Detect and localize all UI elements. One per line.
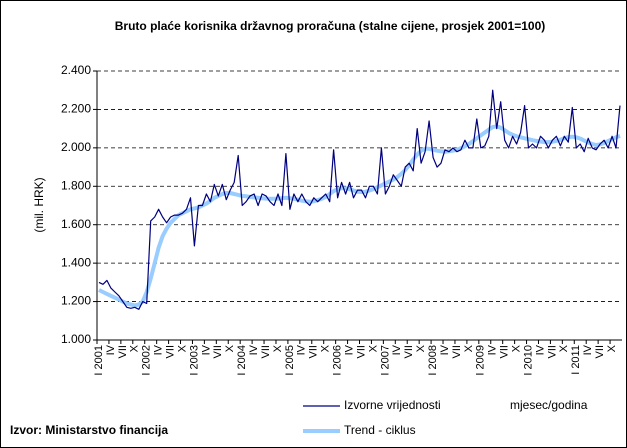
x-tick-label: X [606, 344, 618, 352]
x-tick-label: VII [260, 345, 272, 358]
x-tick-label: I 2002 [141, 345, 153, 376]
x-tick-label: IV [200, 344, 212, 355]
x-tick-label: X [558, 344, 570, 352]
x-tick-label: X [511, 344, 523, 352]
x-tick-label: X [415, 344, 427, 352]
x-tick-label: VII [355, 345, 367, 358]
x-tick-label: IV [582, 344, 594, 355]
x-tick-label: X [272, 344, 284, 352]
y-tick-label: 2.200 [61, 102, 91, 116]
legend-label: Trend - ciklus [344, 423, 416, 437]
x-tick-label: VII [164, 345, 176, 358]
series-line [98, 124, 621, 308]
x-tick-label: I 2005 [284, 345, 296, 376]
x-tick-label: X [463, 344, 475, 352]
x-tick-label: VII [403, 345, 415, 358]
x-tick-label: X [224, 344, 236, 352]
x-tick-label: IV [296, 344, 308, 355]
y-tick-label: 1.600 [61, 217, 91, 231]
x-tick-label: X [367, 344, 379, 352]
y-axis-label: (mil. HRK) [32, 177, 46, 232]
y-tick-label: 1.000 [61, 332, 91, 346]
y-tick-label: 1.400 [61, 255, 91, 269]
x-tick-label: I 2003 [188, 345, 200, 376]
x-tick-label: IV [391, 344, 403, 355]
x-tick-label: I 2008 [427, 345, 439, 376]
source-note: Izvor: Ministarstvo financija [10, 423, 168, 437]
x-tick-label: IV [248, 344, 260, 355]
y-tick-label: 2.400 [61, 63, 91, 77]
y-tick-label: 1.200 [61, 294, 91, 308]
x-tick-label: VII [117, 345, 129, 358]
x-tick-label: VII [451, 345, 463, 358]
x-tick-label: X [129, 344, 141, 352]
x-tick-label: I 2010 [522, 345, 534, 376]
x-tick-label: IV [487, 344, 499, 355]
x-tick-label: X [320, 344, 332, 352]
x-tick-label: VII [546, 345, 558, 358]
x-tick-label: I 2007 [379, 345, 391, 376]
x-tick-label: I 2001 [93, 345, 105, 376]
x-tick-label: I 2006 [332, 345, 344, 376]
x-tick-label: VII [594, 345, 606, 358]
x-tick-label: IV [153, 344, 165, 355]
x-tick-label: I 2009 [475, 345, 487, 376]
x-tick-label: I 2011 [570, 345, 582, 375]
x-tick-label: IV [439, 344, 451, 355]
legend-label: Izvorne vrijednosti [344, 398, 441, 412]
x-tick-label: X [176, 344, 188, 352]
x-tick-label: VII [499, 345, 511, 358]
chart-title: Bruto plaće korisnika državnog proračuna… [114, 19, 546, 33]
x-tick-label: IV [343, 344, 355, 355]
x-tick-label: IV [534, 344, 546, 355]
plot-area [97, 71, 622, 340]
series-line [98, 89, 621, 310]
x-axis-label: mjesec/godina [510, 398, 588, 412]
x-tick-label: I 2004 [236, 345, 248, 376]
x-tick-label: VII [212, 345, 224, 358]
y-tick-label: 1.800 [61, 178, 91, 192]
x-tick-label: VII [308, 345, 320, 358]
x-tick-label: IV [105, 344, 117, 355]
y-tick-label: 2.000 [61, 140, 91, 154]
